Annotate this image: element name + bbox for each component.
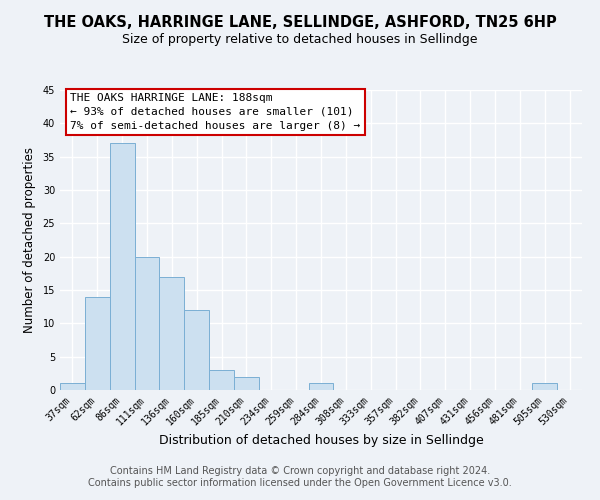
Text: Size of property relative to detached houses in Sellindge: Size of property relative to detached ho…	[122, 32, 478, 46]
Text: Contains HM Land Registry data © Crown copyright and database right 2024.
Contai: Contains HM Land Registry data © Crown c…	[88, 466, 512, 487]
Text: THE OAKS, HARRINGE LANE, SELLINDGE, ASHFORD, TN25 6HP: THE OAKS, HARRINGE LANE, SELLINDGE, ASHF…	[44, 15, 556, 30]
Bar	[234, 376, 259, 390]
Bar	[532, 384, 557, 390]
Bar	[60, 384, 85, 390]
Bar	[85, 296, 110, 390]
Y-axis label: Number of detached properties: Number of detached properties	[23, 147, 35, 333]
Bar	[134, 256, 160, 390]
Bar	[209, 370, 234, 390]
Bar	[308, 384, 334, 390]
X-axis label: Distribution of detached houses by size in Sellindge: Distribution of detached houses by size …	[158, 434, 484, 447]
Bar	[160, 276, 184, 390]
Text: THE OAKS HARRINGE LANE: 188sqm
← 93% of detached houses are smaller (101)
7% of : THE OAKS HARRINGE LANE: 188sqm ← 93% of …	[70, 93, 361, 131]
Bar	[110, 144, 134, 390]
Bar	[184, 310, 209, 390]
